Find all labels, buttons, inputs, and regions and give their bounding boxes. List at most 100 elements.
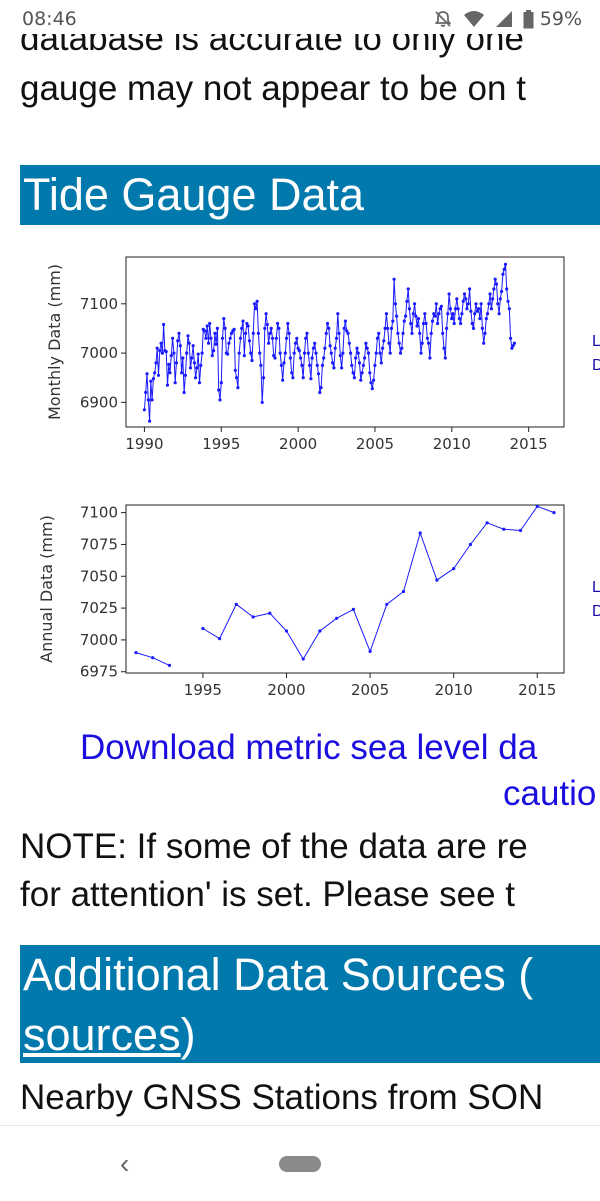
monthly-data-point — [269, 326, 273, 330]
navigation-bar: ‹ — [0, 1125, 600, 1201]
monthly-data-point — [178, 344, 182, 348]
monthly-data-point — [293, 341, 298, 345]
monthly-data-point — [287, 331, 291, 335]
monthly-data-point — [244, 331, 248, 335]
monthly-data-point — [145, 372, 149, 376]
monthly-data-point — [319, 386, 323, 390]
intro-line-2: gauge may not appear to be on t — [20, 69, 526, 108]
annual-y-tick-label: 7000 — [80, 631, 118, 649]
monthly-data-point — [150, 398, 154, 402]
monthly-data-point — [337, 331, 341, 335]
monthly-data-point — [276, 321, 280, 326]
annual-data-point — [435, 578, 439, 582]
monthly-data-point — [322, 356, 326, 360]
monthly-data-point — [343, 319, 347, 323]
download-link-line-1[interactable]: Download metric sea level da — [80, 728, 538, 767]
monthly-data-point — [405, 299, 409, 303]
monthly-data-point — [188, 366, 193, 370]
annual-y-tick-label: 7025 — [80, 599, 118, 617]
monthly-plot-frame — [125, 256, 565, 428]
monthly-data-point — [471, 326, 476, 330]
monthly-data-point — [437, 312, 441, 316]
monthly-data-point — [419, 351, 423, 355]
annual-data-point — [368, 649, 372, 653]
monthly-data-point — [464, 297, 468, 301]
monthly-data-point — [169, 354, 173, 358]
monthly-data-point — [328, 344, 332, 348]
back-icon[interactable]: ‹ — [120, 1148, 130, 1179]
monthly-data-point — [355, 346, 359, 350]
monthly-data-point — [292, 351, 296, 355]
monthly-data-point — [238, 336, 243, 340]
monthly-data-point — [356, 351, 360, 355]
monthly-data-point — [507, 307, 511, 311]
monthly-data-point — [146, 398, 150, 402]
annual-side-link-2[interactable]: D — [592, 603, 600, 620]
monthly-data-point — [512, 341, 516, 345]
annual-data-point — [418, 531, 422, 535]
monthly-data-point — [378, 351, 382, 355]
monthly-data-point — [349, 351, 353, 355]
monthly-data-point — [482, 341, 486, 345]
monthly-data-point — [208, 321, 212, 326]
sources-link[interactable]: sources — [23, 1009, 181, 1060]
monthly-data-point — [205, 324, 209, 328]
monthly-data-point — [487, 302, 491, 306]
monthly-data-point — [421, 321, 426, 326]
monthly-data-point — [264, 312, 268, 316]
monthly-data-point — [259, 363, 263, 367]
annual-side-link[interactable]: L D — [592, 576, 600, 624]
annual-data-point — [284, 629, 289, 633]
monthly-data-point — [164, 350, 168, 354]
annual-data-point — [351, 607, 355, 611]
monthly-data-point — [245, 321, 249, 326]
monthly-data-point — [386, 326, 390, 330]
monthly-data-point — [347, 341, 351, 345]
monthly-data-point — [236, 386, 240, 390]
monthly-data-point — [361, 363, 365, 367]
monthly-data-point — [430, 319, 435, 323]
annual-side-link-1[interactable]: L — [592, 579, 600, 596]
monthly-series-line — [143, 264, 515, 422]
monthly-data-point — [451, 312, 455, 316]
monthly-data-point — [338, 354, 342, 358]
monthly-data-point — [442, 346, 446, 350]
annual-data-point — [301, 657, 305, 661]
monthly-data-point — [459, 321, 463, 326]
monthly-data-point — [278, 351, 282, 355]
monthly-data-point — [209, 336, 213, 340]
monthly-data-point — [340, 366, 344, 370]
monthly-data-point — [327, 326, 331, 330]
monthly-data-point — [281, 378, 285, 382]
monthly-side-link-2[interactable]: D — [592, 357, 600, 374]
monthly-data-point — [306, 351, 310, 355]
monthly-data-point — [406, 287, 410, 291]
monthly-data-point — [368, 371, 372, 375]
monthly-data-point — [214, 342, 218, 346]
monthly-data-point — [270, 336, 275, 340]
monthly-data-point — [396, 331, 400, 335]
annual-data-point — [335, 616, 339, 620]
monthly-data-point — [144, 390, 148, 395]
monthly-data-point — [302, 351, 307, 355]
monthly-data-point — [488, 292, 492, 296]
monthly-data-point — [453, 307, 458, 311]
monthly-data-point — [324, 331, 328, 335]
monthly-data-point — [162, 322, 166, 327]
monthly-data-point — [265, 322, 269, 327]
monthly-data-point — [272, 354, 276, 358]
annual-data-point — [401, 589, 406, 594]
monthly-data-point — [261, 376, 266, 380]
monthly-side-link-1[interactable]: L — [592, 333, 600, 350]
download-link-line-2[interactable]: cautio — [503, 774, 597, 813]
monthly-data-point — [484, 317, 488, 321]
monthly-data-point — [384, 312, 388, 316]
monthly-side-link[interactable]: L D — [592, 330, 600, 378]
monthly-data-point — [332, 366, 336, 370]
monthly-data-point — [439, 304, 443, 308]
monthly-data-point — [311, 346, 315, 350]
battery-icon — [523, 9, 534, 29]
home-pill-button[interactable] — [279, 1156, 321, 1172]
monthly-data-point — [218, 398, 222, 402]
download-link[interactable]: Download metric sea level da cautio — [80, 725, 600, 817]
